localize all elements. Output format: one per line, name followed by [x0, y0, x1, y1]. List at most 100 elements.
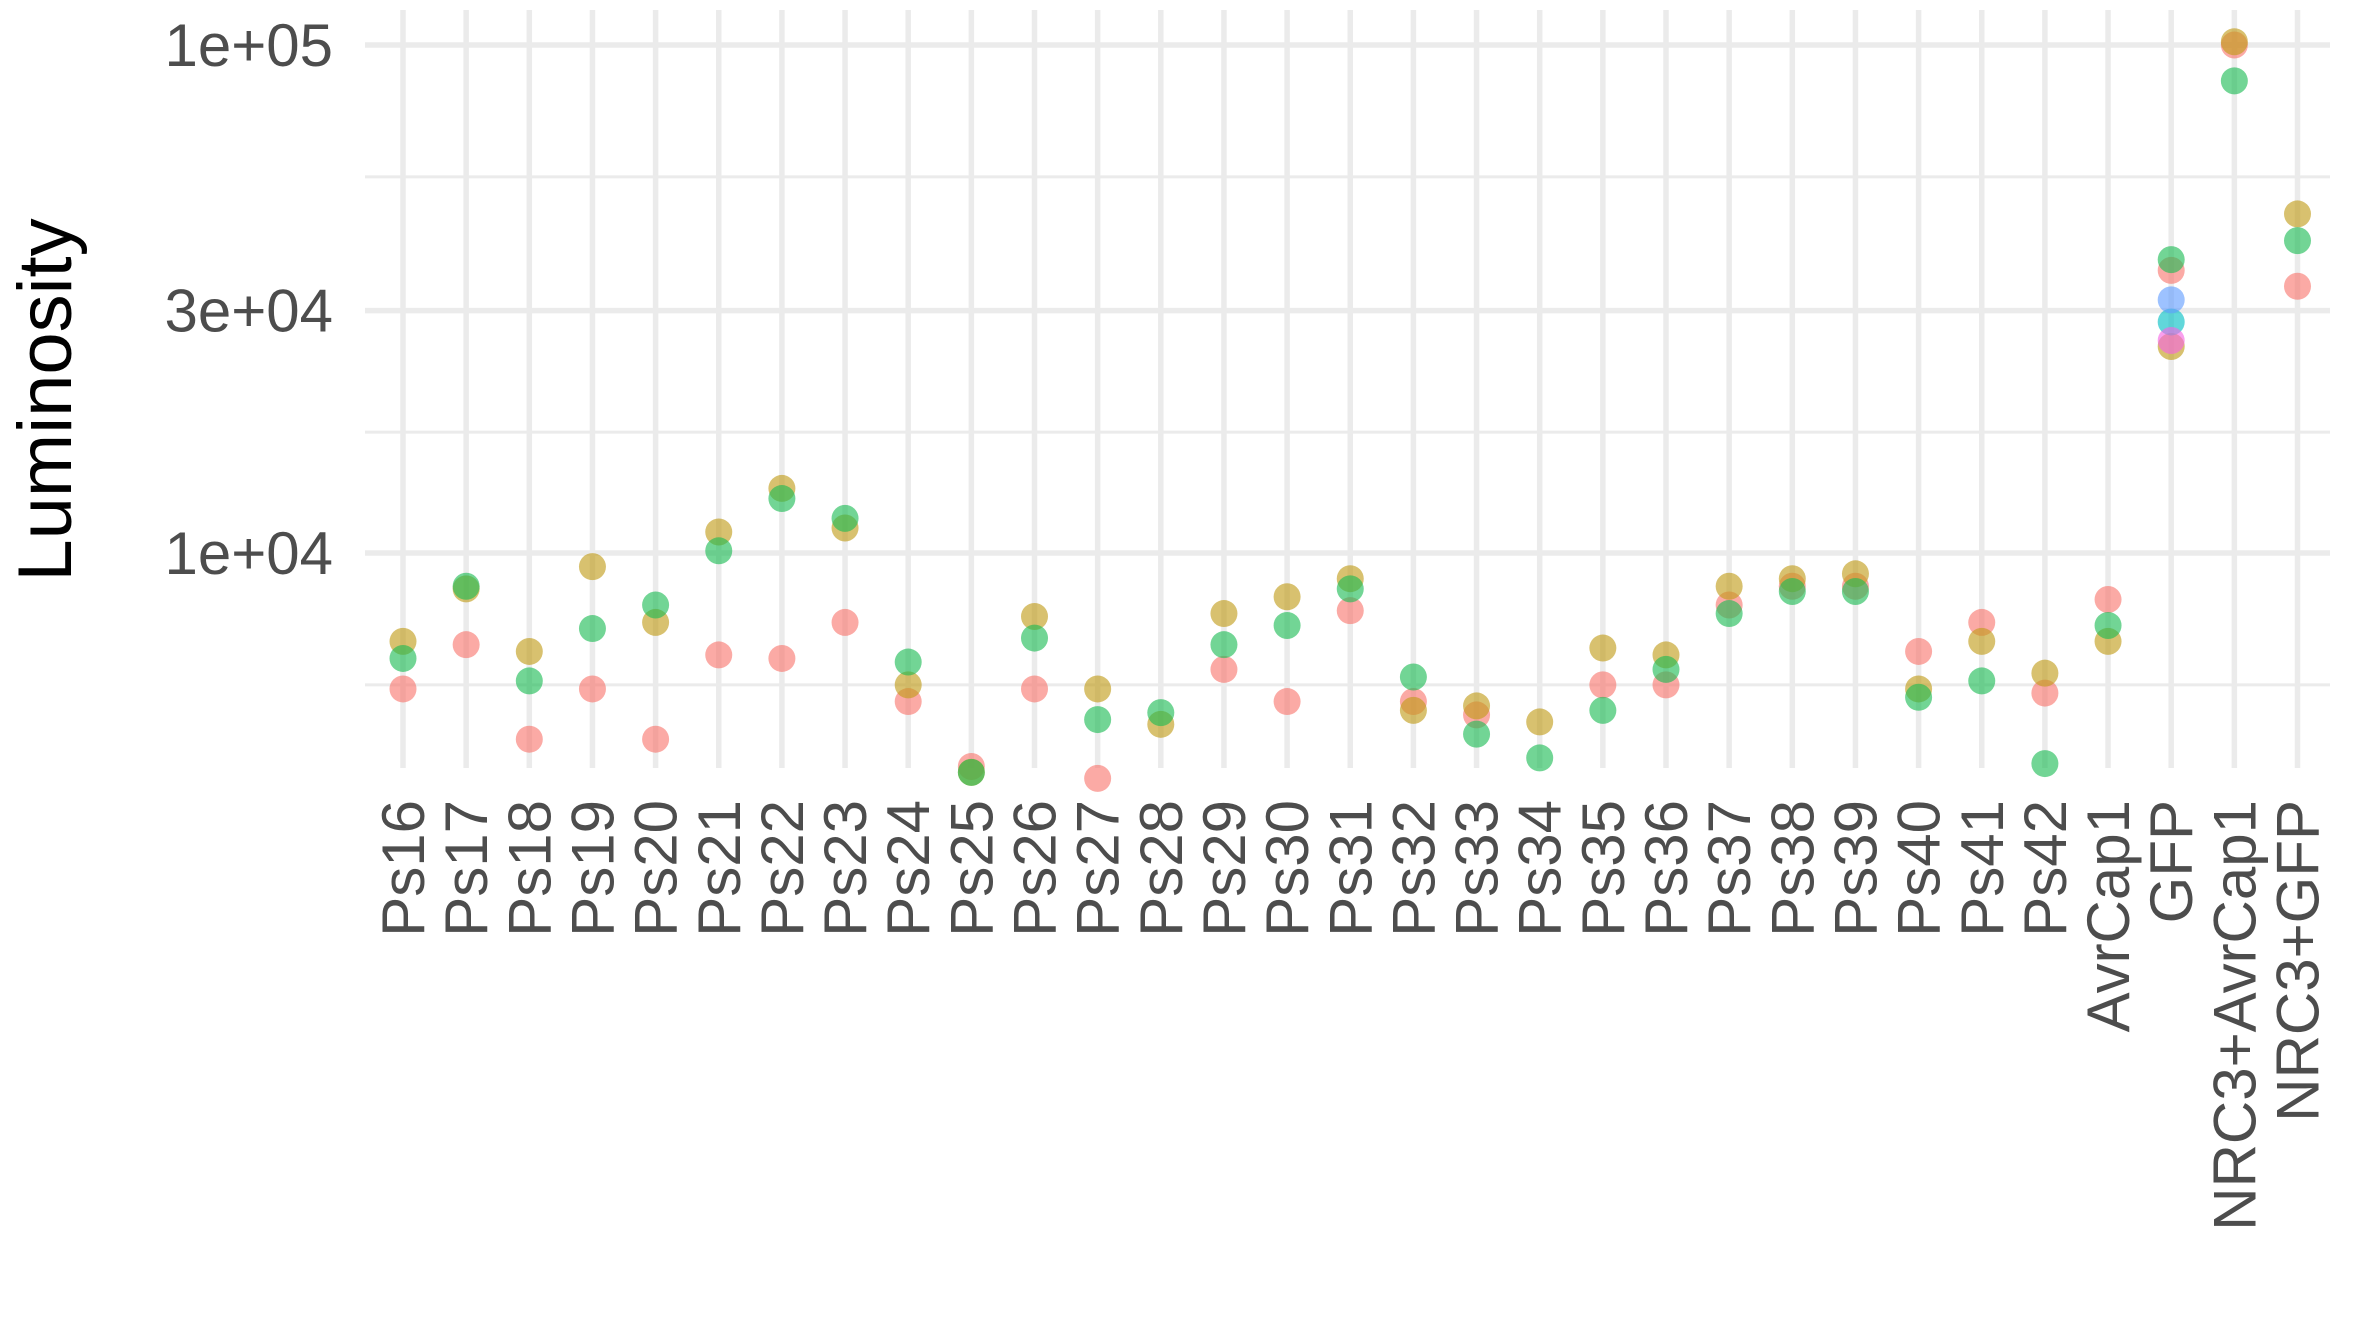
data-point-s0-ps21 [705, 641, 733, 669]
y-axis-tick-labels: 1e+05 3e+04 1e+04 [164, 12, 333, 587]
data-point-s1-ps18 [515, 637, 543, 665]
data-point-s2-ps24 [894, 648, 922, 676]
x-tick-label-ps24: Ps24 [875, 800, 942, 937]
y-axis-title: Luminosity [3, 218, 88, 581]
data-point-s0-ps26 [1021, 675, 1048, 703]
data-point-s2-ps34 [1526, 744, 1554, 772]
data-point-s1-ps30 [1273, 583, 1301, 611]
x-tick-label-ps33: Ps33 [1444, 800, 1511, 937]
x-tick-label-ps41: Ps41 [1949, 800, 2016, 937]
data-point-s2-ps16 [389, 644, 417, 672]
data-point-s2-ps27 [1084, 706, 1112, 734]
x-tick-label-ps42: Ps42 [2012, 800, 2079, 937]
data-point-s2-ps30 [1273, 611, 1301, 639]
data-point-s1-ps19 [578, 553, 606, 581]
data-point-s2-ps32 [1399, 663, 1427, 691]
y-tick-label-1: 3e+04 [164, 278, 333, 345]
data-point-s0-ps16 [389, 675, 417, 703]
data-point-s0-ps27 [1084, 764, 1112, 792]
x-tick-label-ps27: Ps27 [1065, 800, 1132, 937]
data-point-s2-ps29 [1210, 631, 1238, 659]
x-tick-label-ps32: Ps32 [1380, 800, 1447, 937]
data-point-s1-nrc3-gfp [2284, 200, 2311, 228]
x-tick-label-ps22: Ps22 [749, 800, 816, 937]
data-point-s2-ps33 [1463, 720, 1491, 748]
major-gridlines [365, 10, 2330, 768]
data-point-s0-ps18 [515, 725, 543, 753]
data-point-s2-ps18 [515, 667, 543, 695]
data-point-s2-nrc3-avrcap1 [2220, 67, 2248, 95]
data-point-s2-avrcap1 [2094, 611, 2122, 639]
data-point-s1-ps33 [1463, 692, 1491, 720]
x-tick-label-ps21: Ps21 [686, 800, 753, 937]
data-point-s1-ps42 [2031, 659, 2059, 687]
data-point-s0-ps22 [768, 644, 796, 672]
data-point-s0-ps42 [2031, 679, 2059, 707]
y-tick-label-0: 1e+05 [164, 12, 333, 79]
x-tick-label-nrc3-gfp: NRC3+GFP [2265, 800, 2332, 1122]
x-tick-label-avrcap1: AvrCap1 [2075, 800, 2142, 1032]
data-point-s2-nrc3-gfp [2284, 227, 2311, 255]
data-point-s1-ps34 [1526, 708, 1554, 736]
data-point-s1-ps37 [1715, 572, 1743, 600]
x-tick-label-ps20: Ps20 [623, 800, 690, 937]
data-point-s2-gfp [2157, 246, 2185, 274]
x-tick-label-ps26: Ps26 [1002, 800, 1069, 937]
data-point-s2-ps31 [1336, 575, 1364, 603]
data-point-s1-ps24 [894, 671, 922, 699]
x-tick-label-gfp: GFP [2138, 800, 2205, 923]
data-point-s1-ps35 [1589, 634, 1617, 662]
x-tick-label-ps18: Ps18 [496, 800, 563, 937]
data-point-s0-ps40 [1905, 637, 1933, 665]
x-tick-label-ps38: Ps38 [1759, 800, 1826, 937]
data-point-s3-gfp [2157, 308, 2185, 336]
data-point-s0-ps23 [831, 608, 859, 636]
data-point-s2-ps37 [1715, 600, 1743, 628]
data-point-s0-ps20 [642, 725, 670, 753]
data-point-s0-ps17 [452, 631, 480, 659]
data-point-s1-ps29 [1210, 600, 1238, 628]
data-point-s2-ps41 [1968, 667, 1996, 695]
data-point-s2-ps39 [1841, 577, 1869, 605]
x-tick-label-ps35: Ps35 [1570, 800, 1637, 937]
data-point-s0-ps31 [1336, 597, 1364, 625]
x-tick-label-ps31: Ps31 [1317, 800, 1384, 937]
y-tick-label-2: 1e+04 [164, 520, 333, 587]
data-point-s0-ps35 [1589, 671, 1617, 699]
data-point-s1-nrc3-avrcap1 [2220, 28, 2248, 56]
x-tick-label-nrc3-avrcap1: NRC3+AvrCap1 [2201, 800, 2268, 1231]
data-point-s1-ps27 [1084, 675, 1112, 703]
data-point-s2-ps26 [1021, 624, 1048, 652]
x-tick-label-ps16: Ps16 [370, 800, 437, 937]
data-point-s0-ps30 [1273, 688, 1301, 716]
data-point-s1-ps26 [1021, 602, 1048, 630]
data-point-s2-ps35 [1589, 696, 1617, 724]
data-point-s2-ps28 [1147, 699, 1175, 727]
data-point-s0-ps41 [1968, 608, 1996, 636]
data-point-s2-ps42 [2031, 750, 2059, 778]
data-point-s0-ps29 [1210, 655, 1238, 683]
x-tick-label-ps39: Ps39 [1822, 800, 1889, 937]
data-point-s0-avrcap1 [2094, 585, 2122, 613]
data-point-s2-ps22 [768, 485, 796, 513]
x-tick-label-ps28: Ps28 [1128, 800, 1195, 937]
data-point-s2-ps25 [957, 758, 985, 786]
data-point-s1-ps41 [1968, 627, 1996, 655]
data-point-s1-ps32 [1399, 696, 1427, 724]
data-point-s2-ps23 [831, 504, 859, 532]
data-point-s2-ps17 [452, 572, 480, 600]
x-tick-label-ps17: Ps17 [433, 800, 500, 937]
data-point-s2-ps40 [1905, 683, 1933, 711]
x-tick-label-ps34: Ps34 [1507, 800, 1574, 937]
x-axis-tick-labels: Ps16Ps17Ps18Ps19Ps20Ps21Ps22Ps23Ps24Ps25… [370, 800, 2332, 1231]
data-point-s2-ps36 [1652, 655, 1680, 683]
data-point-s2-ps21 [705, 537, 733, 565]
x-tick-label-ps36: Ps36 [1633, 800, 1700, 937]
x-tick-label-ps29: Ps29 [1191, 800, 1258, 937]
data-point-s4-gfp [2157, 286, 2185, 314]
data-point-s0-ps19 [578, 675, 606, 703]
x-tick-label-ps37: Ps37 [1696, 800, 1763, 937]
x-tick-label-ps23: Ps23 [812, 800, 879, 937]
